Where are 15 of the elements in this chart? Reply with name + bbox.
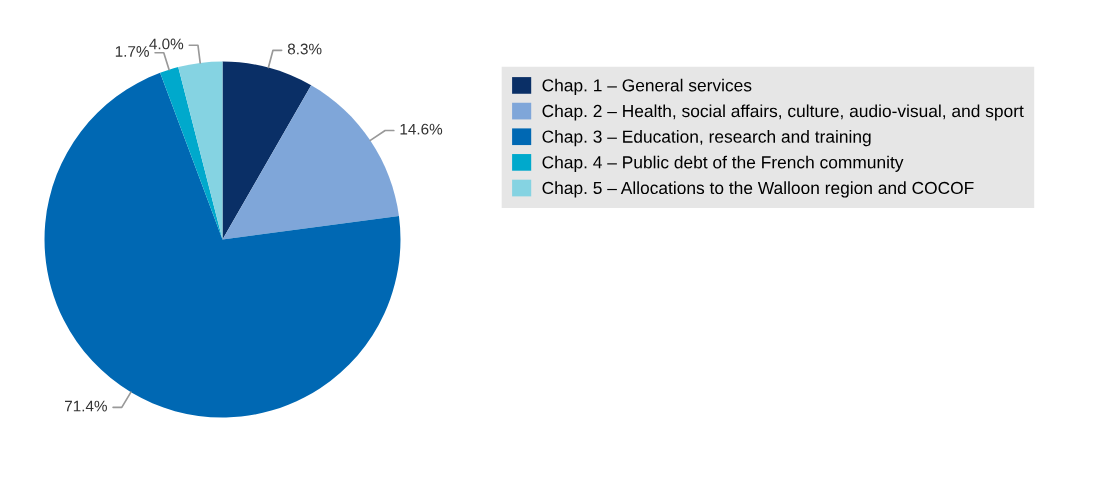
pie-slice: [160, 67, 223, 240]
legend-label: Chap. 3 – Education, research and training: [542, 130, 871, 147]
data-label: 1.7%: [115, 46, 149, 57]
data-label: 71.4%: [65, 400, 107, 412]
pie-slice: [44, 72, 401, 418]
data-label: 14.6%: [400, 123, 443, 135]
pie-slice: [222, 85, 399, 240]
legend-label: Chap. 5 – Allocations to the Walloon region and COCOF: [542, 181, 974, 198]
data-label: 8.3%: [287, 43, 322, 55]
legend-label: Chap. 2 – Health, social affairs, culture, audio-visual, and sport: [542, 104, 1024, 121]
legend-label: Chap. 1 – General services: [542, 78, 752, 95]
pie-slice: [222, 61, 312, 240]
legend-label: Chap. 4 – Public debt of the French community: [542, 155, 904, 172]
data-label: 4.0%: [149, 38, 184, 50]
pie-slice: [178, 61, 223, 240]
